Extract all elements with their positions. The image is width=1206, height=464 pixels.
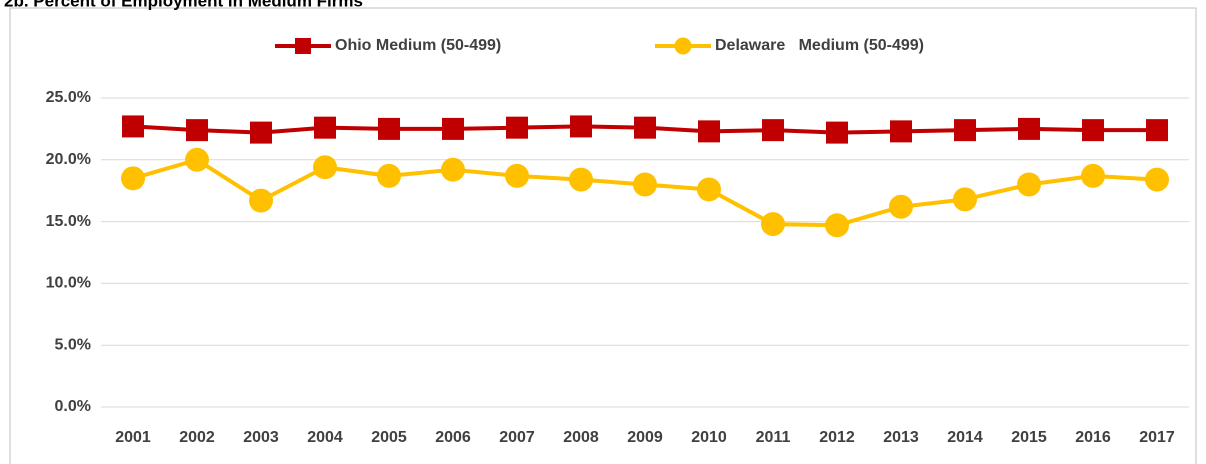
x-tick-label: 2015 xyxy=(1011,429,1047,446)
point xyxy=(826,121,848,144)
x-tick-label: 2005 xyxy=(371,429,407,446)
point xyxy=(250,121,272,144)
point xyxy=(249,188,273,213)
y-tick-label: 15.0% xyxy=(46,213,91,230)
x-tick-label: 2007 xyxy=(499,429,535,446)
x-tick-label: 2014 xyxy=(947,429,983,446)
x-tick-label: 2010 xyxy=(691,429,727,446)
point xyxy=(121,166,145,191)
y-tick-label: 25.0% xyxy=(46,89,91,106)
point xyxy=(1018,117,1040,140)
y-tick-label: 0.0% xyxy=(55,398,91,415)
point xyxy=(314,116,336,139)
point xyxy=(505,163,529,188)
point xyxy=(825,213,849,238)
x-tick-label: 2008 xyxy=(563,429,599,446)
point xyxy=(1082,119,1104,142)
y-tick-label: 5.0% xyxy=(55,336,91,353)
point xyxy=(185,147,209,172)
x-tick-label: 2017 xyxy=(1139,429,1175,446)
point xyxy=(1017,172,1041,197)
point xyxy=(634,116,656,139)
x-tick-label: 2003 xyxy=(243,429,279,446)
point xyxy=(953,187,977,212)
point xyxy=(506,116,528,139)
point xyxy=(890,120,912,143)
point xyxy=(889,194,913,219)
legend-label: Delaware Medium (50-499) xyxy=(715,37,924,54)
point xyxy=(697,177,721,202)
point xyxy=(761,212,785,237)
x-tick-label: 2006 xyxy=(435,429,471,446)
point xyxy=(1081,163,1105,188)
y-tick-label: 10.0% xyxy=(46,275,91,292)
point xyxy=(633,172,657,197)
x-tick-label: 2012 xyxy=(819,429,855,446)
x-tick-label: 2002 xyxy=(179,429,215,446)
point xyxy=(122,115,144,138)
point xyxy=(954,119,976,142)
point xyxy=(377,163,401,188)
x-tick-label: 2009 xyxy=(627,429,663,446)
y-tick-label: 20.0% xyxy=(46,151,91,168)
point xyxy=(1145,167,1169,192)
legend-label: Ohio Medium (50-499) xyxy=(335,37,501,54)
point xyxy=(698,120,720,143)
point xyxy=(569,167,593,192)
point xyxy=(378,117,400,140)
x-tick-label: 2001 xyxy=(115,429,151,446)
point xyxy=(1146,119,1168,142)
legend-marker xyxy=(674,37,692,55)
x-tick-label: 2013 xyxy=(883,429,919,446)
point xyxy=(186,119,208,142)
chart-title: 2b. Percent of Employment in Medium Firm… xyxy=(4,0,363,10)
x-tick-label: 2011 xyxy=(756,429,791,446)
x-tick-label: 2016 xyxy=(1075,429,1111,446)
point xyxy=(441,157,465,182)
point xyxy=(313,155,337,180)
point xyxy=(762,119,784,142)
chart-border xyxy=(9,7,1197,464)
point xyxy=(442,117,464,140)
legend-marker xyxy=(295,38,311,54)
x-tick-label: 2004 xyxy=(307,429,343,446)
point xyxy=(570,115,592,138)
